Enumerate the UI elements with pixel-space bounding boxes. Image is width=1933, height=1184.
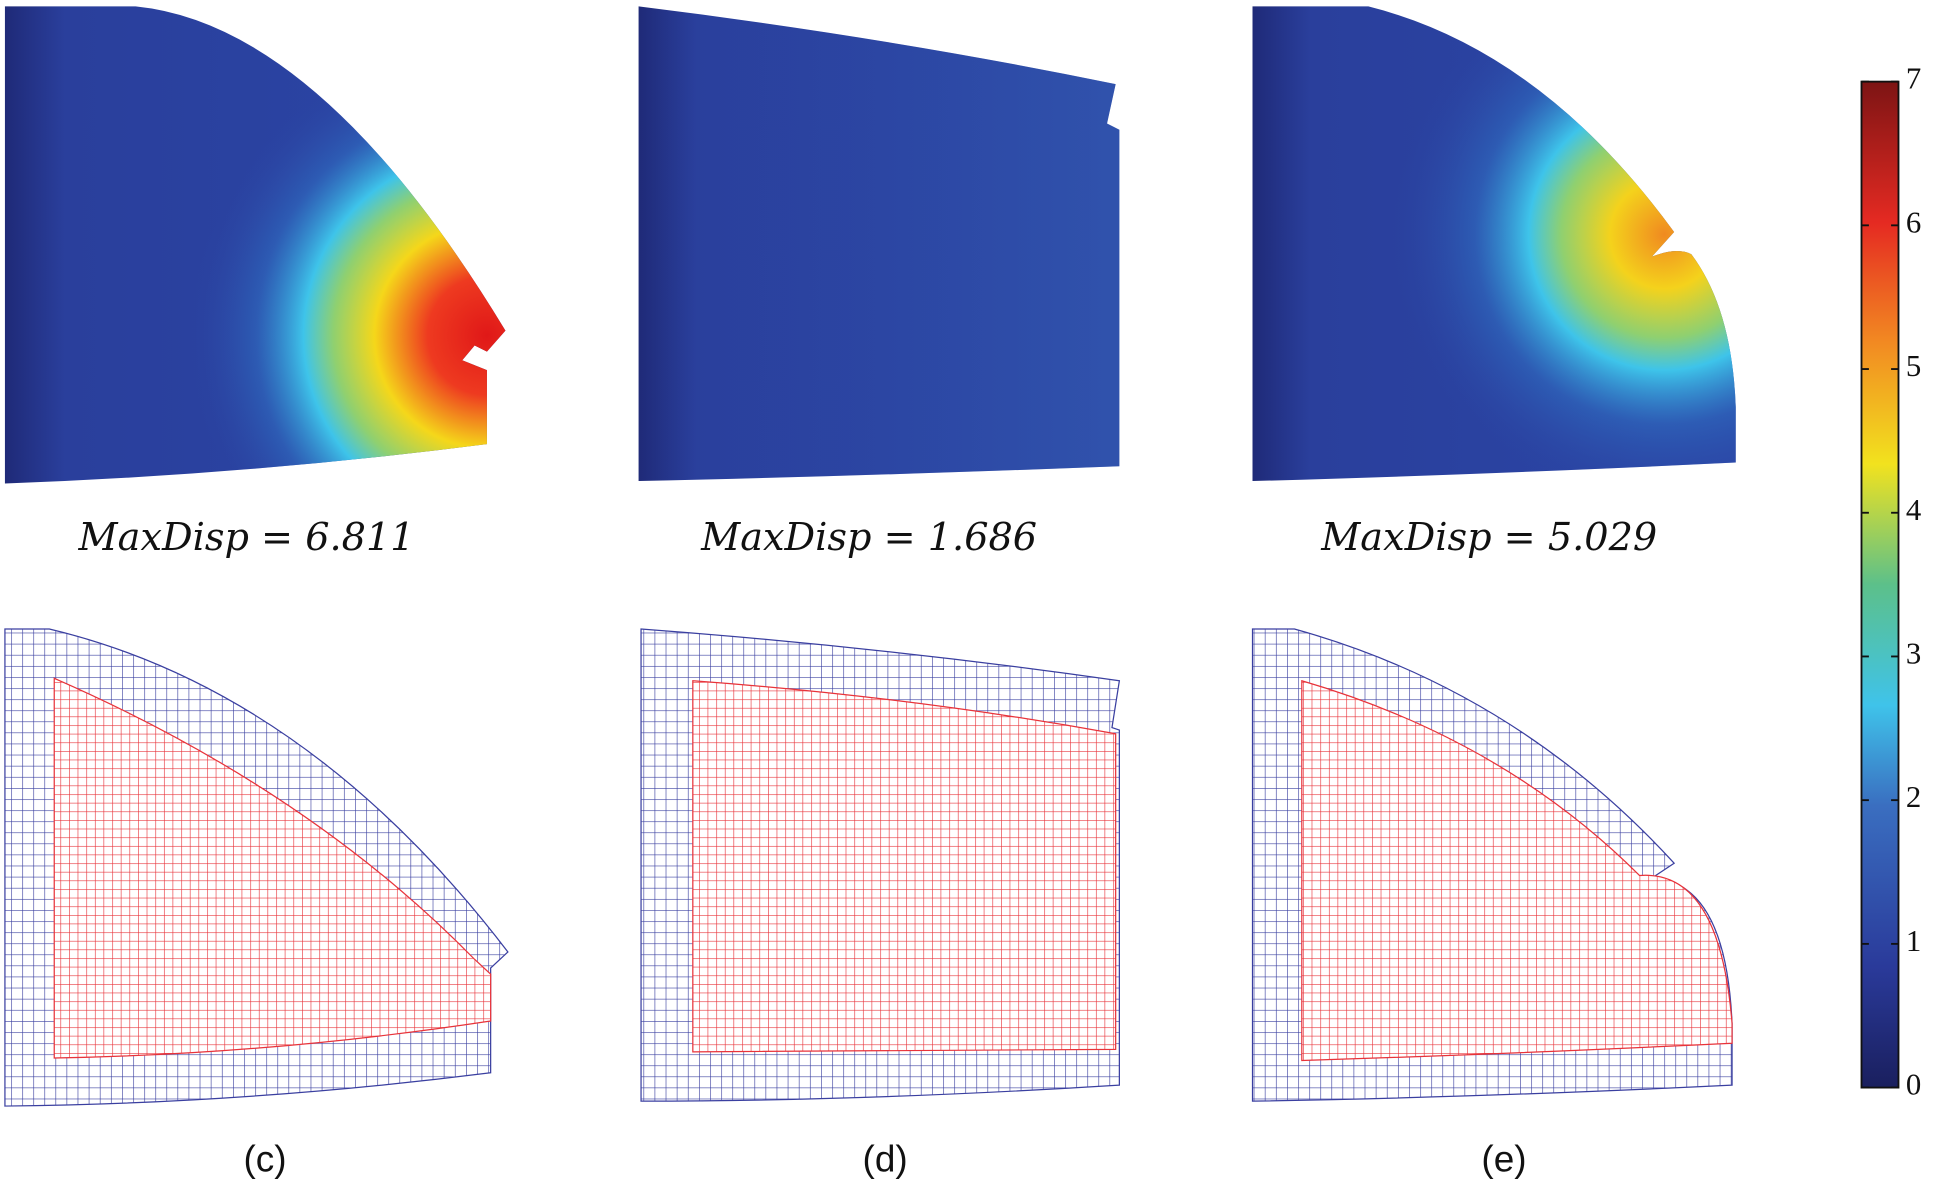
max-disp-label: MaxDisp = 1.686 <box>700 516 1037 560</box>
colorbar-tick-label: 1 <box>1906 924 1921 958</box>
max-disp-label: MaxDisp = 6.811 <box>78 516 415 560</box>
colorbar-tick-label: 0 <box>1906 1068 1921 1102</box>
mesh-c <box>4 628 509 1107</box>
colorbar-tick-label: 6 <box>1906 205 1921 239</box>
colorbar-tick-label: 4 <box>1906 493 1921 527</box>
panel-caption: (c) <box>243 1138 286 1179</box>
panel-caption: (d) <box>863 1138 908 1179</box>
panel-caption: (e) <box>1481 1138 1526 1179</box>
mesh-e <box>1251 628 1733 1102</box>
colorbar-tick-label: 5 <box>1906 349 1921 383</box>
mesh-d <box>640 628 1121 1102</box>
contour-c <box>4 6 506 484</box>
max-disp-label: MaxDisp = 5.029 <box>1320 516 1657 560</box>
contour-e <box>1252 6 1736 482</box>
contour-d <box>638 6 1120 482</box>
colorbar-tick-label: 7 <box>1906 62 1921 96</box>
colorbar-tick-label: 2 <box>1906 780 1921 814</box>
colorbar-tick-label: 3 <box>1906 637 1921 671</box>
colorbar <box>1860 80 1900 1089</box>
